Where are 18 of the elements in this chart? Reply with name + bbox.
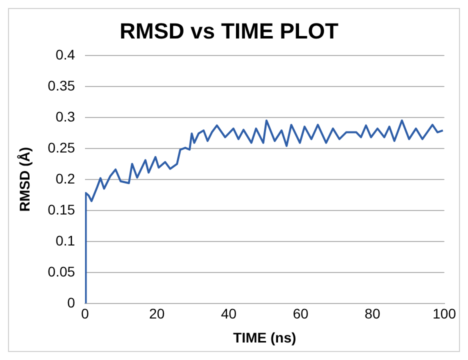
- x-tick-label: 100: [432, 306, 456, 322]
- y-axis-title: RMSD (Å): [16, 147, 32, 212]
- y-tick-label: 0.1: [56, 232, 76, 248]
- y-tick-label: 0: [67, 294, 76, 310]
- x-tick-label: 60: [292, 306, 309, 322]
- y-tick-label: 0.25: [48, 139, 76, 156]
- y-tick-label: 0.35: [48, 77, 76, 94]
- x-axis-title: TIME (ns): [233, 329, 296, 346]
- x-tick-label: 0: [81, 306, 90, 322]
- x-tick-label: 80: [364, 306, 380, 322]
- y-tick-label: 0.15: [48, 201, 76, 218]
- x-tick-label: 40: [220, 306, 237, 322]
- y-tick-label: 0.2: [56, 170, 76, 186]
- y-tick-label: 0.3: [56, 108, 76, 124]
- y-tick-label: 0.4: [56, 46, 76, 62]
- y-tick-label: 0.05: [48, 263, 76, 280]
- x-tick-label: 20: [149, 306, 165, 322]
- chart-title: RMSD vs TIME PLOT: [120, 18, 339, 44]
